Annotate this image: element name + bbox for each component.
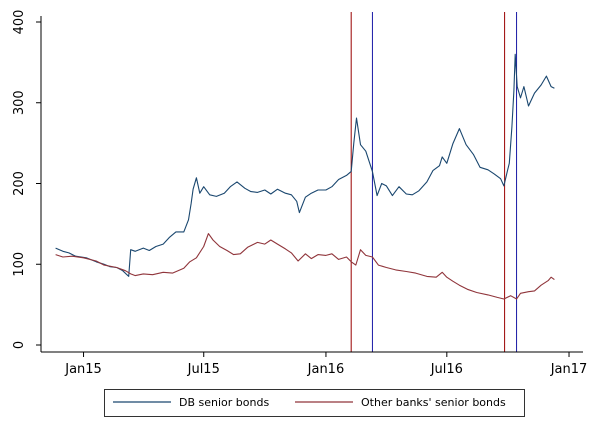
series-line-db-senior-bonds [55, 53, 555, 277]
y-tick-label: 300 [12, 90, 27, 115]
x-tick-label: Jan17 [550, 362, 588, 377]
legend-label-other-banks-senior-bonds: Other banks' senior bonds [361, 396, 506, 409]
x-tick-label: Jul16 [430, 362, 463, 377]
x-tick-label: Jan16 [307, 362, 345, 377]
y-ticks: 0 100 200 300 400 [12, 10, 41, 349]
y-tick-label: 200 [12, 171, 27, 196]
legend: DB senior bonds Other banks' senior bond… [104, 389, 525, 417]
x-tick-label: Jul15 [187, 362, 220, 377]
y-tick-label: 0 [12, 341, 27, 349]
y-tick-label: 100 [12, 252, 27, 277]
y-tick-label: 400 [12, 10, 27, 35]
series-lines [55, 53, 555, 300]
legend-label-db-senior-bonds: DB senior bonds [179, 396, 269, 409]
x-tick-label: Jan15 [64, 362, 102, 377]
x-ticks: Jan15 Jul15 Jan16 Jul16 Jan17 [64, 352, 587, 377]
series-line-other-banks-senior-bonds [55, 233, 555, 300]
legend-box [104, 389, 525, 417]
axes: 0 100 200 300 400 Jan15 Jul15 Jan16 Jul16 Jan17 [12, 10, 587, 377]
